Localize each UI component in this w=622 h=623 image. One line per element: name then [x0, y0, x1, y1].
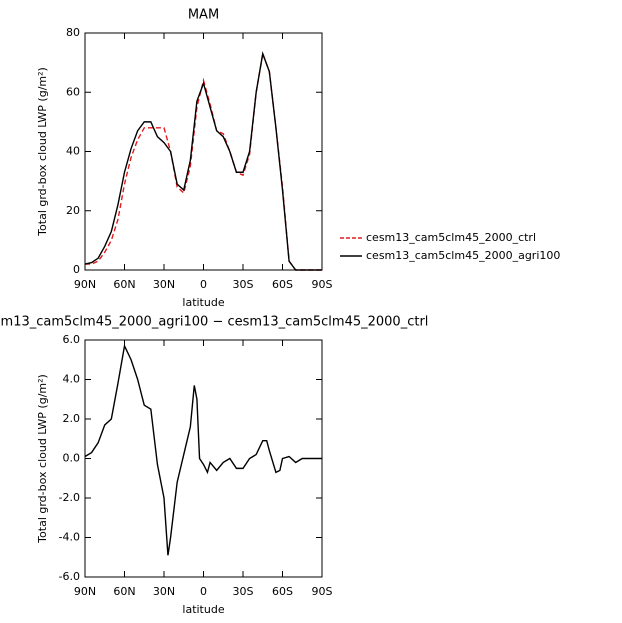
y-tick-label: 60: [66, 85, 80, 98]
y-tick-label: 20: [66, 204, 80, 217]
y-tick-label: 0: [73, 263, 80, 276]
y-tick-label: 2.0: [63, 412, 81, 425]
plot-frame: [84, 32, 323, 271]
y-tick-label: 0.0: [63, 452, 81, 465]
series-line: [84, 343, 322, 556]
chart-title: MAM: [188, 8, 219, 23]
series-line: [84, 51, 322, 271]
x-tick-label: 30S: [233, 278, 254, 291]
x-axis-label: latitude: [182, 296, 224, 309]
x-tick-label: 0: [200, 278, 207, 291]
chart-title: cesm13_cam5clm45_2000_agri100 − cesm13_c…: [0, 315, 428, 330]
y-tick-label: -6.0: [59, 570, 80, 583]
y-tick-label: 80: [66, 26, 80, 39]
x-tick-label: 30N: [153, 278, 175, 291]
x-tick-label: 90S: [312, 585, 333, 598]
x-tick-label: 0: [200, 585, 207, 598]
series-line: [85, 51, 322, 271]
x-tick-label: 60S: [272, 585, 293, 598]
legend-label: cesm13_cam5clm45_2000_agri100: [366, 249, 560, 262]
y-axis-label: Total grd-box cloud LWP (g/m²): [36, 374, 49, 544]
y-axis-label: Total grd-box cloud LWP (g/m²): [36, 67, 49, 237]
y-tick-label: -2.0: [59, 491, 80, 504]
x-tick-label: 60N: [113, 585, 135, 598]
legend-label: cesm13_cam5clm45_2000_ctrl: [366, 231, 536, 244]
y-tick-label: 4.0: [63, 373, 81, 386]
x-tick-label: 30N: [153, 585, 175, 598]
x-axis-label: latitude: [182, 603, 224, 616]
y-tick-label: -4.0: [59, 531, 80, 544]
y-tick-label: 40: [66, 145, 80, 158]
x-tick-label: 60N: [113, 278, 135, 291]
x-tick-label: 30S: [233, 585, 254, 598]
x-tick-label: 90N: [74, 585, 96, 598]
y-tick-label: 6.0: [63, 333, 81, 346]
plot-frame: [84, 339, 323, 578]
x-tick-label: 60S: [272, 278, 293, 291]
x-tick-label: 90S: [312, 278, 333, 291]
x-tick-label: 90N: [74, 278, 96, 291]
